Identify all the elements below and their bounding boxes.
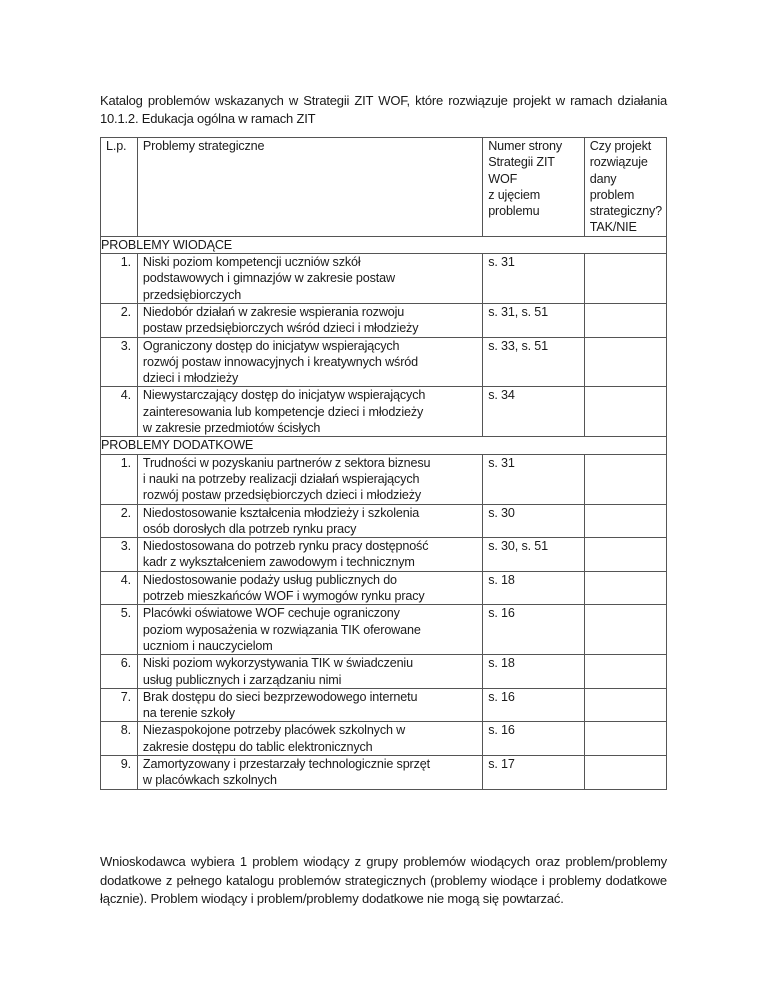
problems-table: L.p. Problemy strategiczne Numer strony …	[100, 137, 668, 790]
row-number: 4.	[100, 386, 138, 438]
row-number: 7.	[100, 687, 138, 723]
answer-cell[interactable]	[583, 453, 668, 505]
answer-cell[interactable]	[583, 721, 668, 756]
page-reference: s. 18	[482, 654, 585, 689]
page-reference: s. 30	[482, 503, 585, 539]
row-number: 2.	[100, 503, 138, 539]
table-row: 1. Trudności w pozyskaniu partnerów z sek…	[100, 453, 668, 505]
table-row: 7. Brak dostępu do sieci bezprzewodowego …	[100, 687, 668, 723]
table-row: 8. Niezaspokojone potrzeby placówek szkol…	[100, 721, 668, 756]
problem-text: Ograniczony dostęp do inicjatyw wspieraj…	[136, 336, 484, 388]
answer-cell[interactable]	[583, 687, 668, 723]
answer-cell[interactable]	[583, 386, 668, 438]
page-reference: s. 18	[482, 570, 585, 606]
problem-text: Zamortyzowany i przestarzały technologic…	[136, 754, 484, 790]
header-solves-problem: Czy projekt rozwiązuje dany problem stra…	[583, 137, 668, 237]
problem-text: Niedostosowana do potrzeb rynku pracy do…	[136, 537, 484, 572]
page-reference: s. 16	[482, 687, 585, 723]
answer-cell[interactable]	[583, 604, 668, 656]
document-title: Katalog problemów wskazanych w Strategii…	[100, 93, 667, 126]
page-reference: s. 16	[482, 721, 585, 756]
table-row: 3. Ograniczony dostęp do inicjatyw wspier…	[100, 336, 668, 388]
table-row: 2. Niedostosowanie kształcenia młodzieży …	[100, 503, 668, 539]
page-reference: s. 30, s. 51	[482, 537, 585, 572]
problem-text: Niski poziom wykorzystywania TIK w świad…	[136, 654, 484, 689]
table-row: 9. Zamortyzowany i przestarzały technolog…	[100, 754, 668, 790]
row-number: 2.	[100, 302, 138, 338]
answer-cell[interactable]	[583, 503, 668, 539]
row-number: 3.	[100, 537, 138, 572]
answer-cell[interactable]	[583, 654, 668, 689]
group-label: PROBLEMY WIODĄCE	[100, 235, 667, 255]
answer-cell[interactable]	[583, 570, 668, 606]
table-row: 1. Niski poziom kompetencji uczniów szkół…	[100, 253, 668, 304]
page-reference: s. 16	[482, 604, 585, 656]
answer-cell[interactable]	[583, 302, 668, 338]
table-row: 6. Niski poziom wykorzystywania TIK w świ…	[100, 654, 668, 689]
page-reference: s. 17	[482, 754, 585, 790]
row-number: 1.	[100, 453, 138, 505]
page-reference: s. 31, s. 51	[482, 302, 585, 338]
problem-text: Niedostosowanie podaży usług publicznych…	[136, 570, 484, 606]
header-lp: L.p.	[100, 137, 138, 237]
problem-text: Niedostosowanie kształcenia młodzieży i …	[136, 503, 484, 539]
header-problems: Problemy strategiczne	[136, 137, 484, 237]
row-number: 5.	[100, 604, 138, 656]
answer-cell[interactable]	[583, 537, 668, 572]
row-number: 6.	[100, 654, 138, 689]
row-number: 4.	[100, 570, 138, 606]
problem-text: Trudności w pozyskaniu partnerów z sekto…	[136, 453, 484, 505]
table-row: 4. Niewystarczający dostęp do inicjatyw w…	[100, 386, 668, 438]
answer-cell[interactable]	[583, 336, 668, 388]
answer-cell[interactable]	[583, 754, 668, 790]
row-number: 1.	[100, 253, 138, 304]
group-label: PROBLEMY DODATKOWE	[100, 436, 667, 455]
problem-text: Niski poziom kompetencji uczniów szkół p…	[136, 253, 484, 304]
table-row: 2. Niedobór działań w zakresie wspierania…	[100, 302, 668, 338]
row-number: 8.	[100, 721, 138, 756]
row-number: 9.	[100, 754, 138, 790]
row-number: 3.	[100, 336, 138, 388]
instruction-note: Wnioskodawca wybiera 1 problem wiodący z…	[100, 854, 667, 906]
table-row: 3. Niedostosowana do potrzeb rynku pracy …	[100, 537, 668, 572]
problem-text: Niewystarczający dostęp do inicjatyw wsp…	[136, 386, 484, 438]
group-row: PROBLEMY WIODĄCE	[100, 235, 667, 255]
problem-text: Niezaspokojone potrzeby placówek szkolny…	[136, 721, 484, 756]
answer-cell[interactable]	[583, 253, 668, 304]
table-header-row: L.p. Problemy strategiczne Numer strony …	[100, 137, 668, 237]
page-reference: s. 31	[482, 253, 585, 304]
problem-text: Niedobór działań w zakresie wspierania r…	[136, 302, 484, 338]
table-row: 5. Placówki oświatowe WOF cechuje ogranic…	[100, 604, 668, 656]
page-reference: s. 31	[482, 453, 585, 505]
page-reference: s. 34	[482, 386, 585, 438]
table-row: 4. Niedostosowanie podaży usług publiczny…	[100, 570, 668, 606]
header-page-number: Numer strony Strategii ZIT WOF z ujęciem…	[482, 137, 585, 237]
group-row: PROBLEMY DODATKOWE	[100, 436, 667, 455]
problem-text: Placówki oświatowe WOF cechuje ograniczo…	[136, 604, 484, 656]
page-reference: s. 33, s. 51	[482, 336, 585, 388]
problem-text: Brak dostępu do sieci bezprzewodowego in…	[136, 687, 484, 723]
